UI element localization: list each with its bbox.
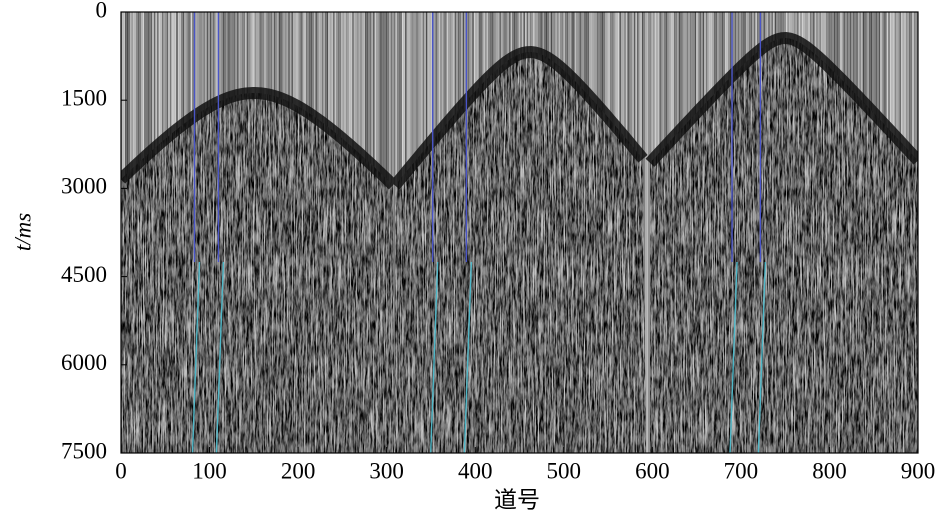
x-tick-label: 0 [115,458,127,483]
x-tick-label: 300 [369,458,404,483]
seismic-texture [121,12,918,453]
marker-line [430,261,439,453]
first-arrival-band [121,32,918,190]
x-tick-label: 400 [458,458,493,483]
y-tick-label: 6000 [61,350,107,375]
x-axis-label: 道号 [494,487,540,512]
y-tick-label: 4500 [61,262,107,287]
y-tick-label: 3000 [61,174,107,199]
marker-line [463,261,473,453]
y-tick-label: 1500 [61,85,107,110]
x-tick-label: 500 [547,458,582,483]
x-tick-label: 200 [281,458,316,483]
x-tick-label: 100 [192,458,227,483]
x-tick-label: 600 [635,458,670,483]
y-tick-label: 0 [96,0,108,22]
plot-frame [120,11,919,454]
marker-line [729,261,738,453]
x-tick-label: 700 [724,458,759,483]
marker-line [757,261,767,453]
y-tick-label: 7500 [61,438,107,463]
noise-light [121,38,918,453]
x-tick-label: 900 [901,458,936,483]
marker-line [191,261,201,453]
marker-line [215,261,225,453]
y-axis-label: t/ms [10,213,35,251]
reflection-area [121,38,918,453]
x-tick-label: 800 [812,458,847,483]
